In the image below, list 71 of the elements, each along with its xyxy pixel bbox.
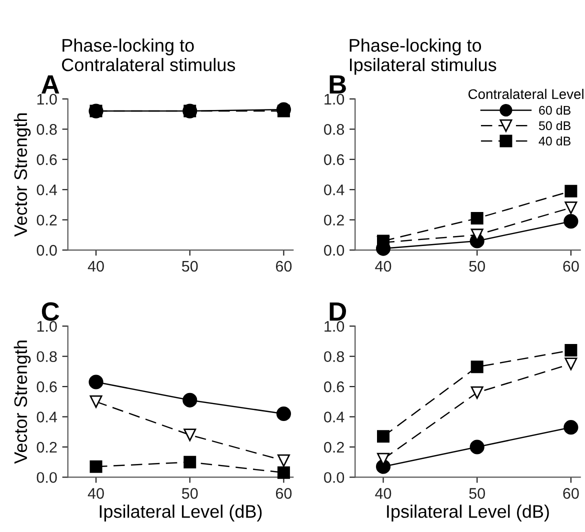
y-tick-label: 1.0 xyxy=(37,320,57,332)
x-tick-label: 40 xyxy=(375,488,392,499)
x-tick-label: 60 xyxy=(563,260,579,272)
x-tick-label: 50 xyxy=(469,488,485,499)
y-tick-label: 0.2 xyxy=(36,442,57,453)
point xyxy=(470,440,484,454)
y-tick-label: 0.8 xyxy=(324,124,344,135)
point xyxy=(377,234,390,248)
x-tick-label: 50 xyxy=(182,488,198,499)
y-tick-label: 0.6 xyxy=(324,381,344,392)
y-tick-label: 0.6 xyxy=(36,154,57,166)
point xyxy=(564,358,578,370)
point xyxy=(564,344,578,357)
legend-label: 60 dB xyxy=(539,106,570,115)
x-tick-label: 60 xyxy=(276,260,292,272)
x-tick-label: 50 xyxy=(469,260,485,272)
legend-label: 50 dB xyxy=(538,120,570,130)
y-tick-label: 0.4 xyxy=(324,184,344,196)
legend-label: 40 dB xyxy=(538,136,570,146)
x-tick-label: 50 xyxy=(182,260,198,272)
point xyxy=(182,392,198,408)
y-tick-label: 0.2 xyxy=(36,214,57,226)
x-tick-label: 60 xyxy=(563,488,579,499)
point xyxy=(184,456,196,468)
chart-title: Phase-locking to Contralateral stimulus xyxy=(62,38,236,72)
x-tick-label: 40 xyxy=(88,260,104,272)
point xyxy=(184,428,196,442)
y-tick-label: 0.0 xyxy=(324,244,344,256)
y-tick-label: 0.8 xyxy=(324,351,344,362)
x-tick-label: 40 xyxy=(375,260,392,272)
y-tick-label: 0.0 xyxy=(324,472,344,483)
point xyxy=(276,406,291,422)
point xyxy=(564,420,578,435)
text: B xyxy=(330,75,346,94)
point xyxy=(90,460,102,473)
y-tick-label: 0.2 xyxy=(324,442,344,453)
y-tick-label: 1.0 xyxy=(37,94,57,105)
y-tick-label: 0.6 xyxy=(36,381,57,392)
x-tick-label: 40 xyxy=(88,488,104,499)
point xyxy=(90,395,102,408)
y-tick-label: 1.0 xyxy=(324,94,344,105)
chart-title: Phase-locking to Ipsilateral stimulus xyxy=(350,38,496,75)
legend-title: Contralateral Level xyxy=(468,88,584,100)
y-tick-label: 0.4 xyxy=(36,184,57,196)
point xyxy=(564,201,578,214)
y-tick-label: 0.6 xyxy=(324,154,344,166)
point xyxy=(277,466,290,479)
point xyxy=(470,360,484,374)
x-tick-label: 60 xyxy=(276,488,292,499)
point xyxy=(470,386,484,399)
text: A xyxy=(41,75,60,94)
text: D xyxy=(330,302,346,321)
point xyxy=(277,454,290,467)
y-axis-title: Vector Strength xyxy=(14,340,31,464)
y-tick-label: 0.2 xyxy=(324,214,344,226)
y-tick-label: 0.8 xyxy=(36,124,57,135)
y-tick-label: 1.0 xyxy=(324,320,344,332)
point xyxy=(564,214,578,229)
y-tick-label: 0.8 xyxy=(36,351,57,362)
point xyxy=(564,184,578,198)
y-tick-label: 0.0 xyxy=(36,472,57,483)
y-tick-label: 0.4 xyxy=(324,412,344,422)
point xyxy=(470,212,484,225)
text: C xyxy=(42,302,60,321)
y-axis-title: Vector Strength xyxy=(14,113,31,237)
y-tick-label: 0.4 xyxy=(36,412,57,422)
point xyxy=(377,430,390,443)
x-axis-title: Ipsilateral Level (dB) xyxy=(387,504,549,522)
point xyxy=(88,374,104,390)
y-tick-label: 0.0 xyxy=(36,244,57,256)
x-axis-title: Ipsilateral Level (dB) xyxy=(100,504,262,522)
